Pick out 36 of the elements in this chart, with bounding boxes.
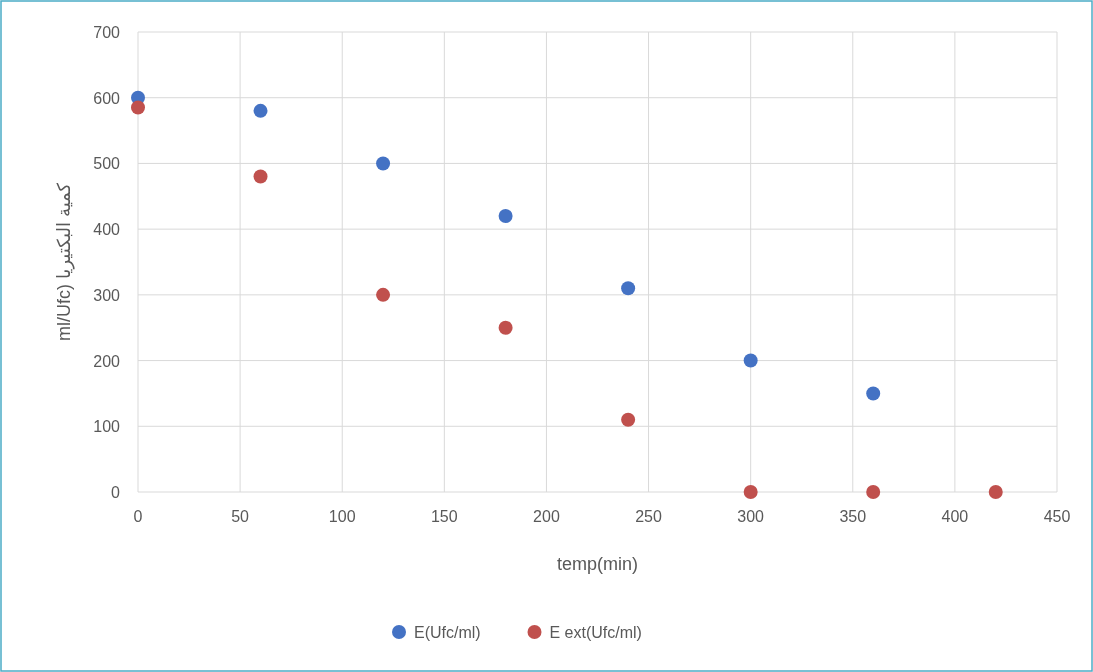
x-tick-label: 400 xyxy=(941,508,969,525)
x-tick-label: 100 xyxy=(328,508,356,525)
point xyxy=(131,100,145,115)
legend-label: E(Ufc/ml) xyxy=(414,624,481,641)
x-tick-label: 50 xyxy=(231,508,250,525)
point xyxy=(866,485,881,499)
y-tick-label: 200 xyxy=(93,352,121,370)
x-tick-label: 300 xyxy=(737,508,765,525)
x-tick-label: 250 xyxy=(635,508,662,525)
point xyxy=(621,281,636,296)
x-tick-label: 350 xyxy=(839,508,867,525)
y-axis-title: ml/Ufc) كمية البكتيريا xyxy=(54,182,75,342)
x-tick-label: 0 xyxy=(133,508,143,525)
point xyxy=(253,169,268,184)
y-tick-label: 500 xyxy=(93,155,121,173)
x-tick-label: 450 xyxy=(1043,508,1071,525)
y-tick-label: 0 xyxy=(111,484,121,501)
point xyxy=(743,353,758,368)
point xyxy=(498,209,513,223)
x-axis-title: temp(min) xyxy=(556,554,639,574)
point xyxy=(253,103,268,118)
point xyxy=(621,412,636,427)
y-tick-label: 600 xyxy=(93,89,121,107)
point xyxy=(376,287,391,302)
x-tick-label: 150 xyxy=(430,508,458,525)
x-tick-label: 200 xyxy=(533,508,560,525)
y-tick-label: 700 xyxy=(93,24,121,41)
y-tick-label: 400 xyxy=(93,221,121,239)
point xyxy=(866,386,881,401)
point xyxy=(498,320,513,335)
point xyxy=(743,485,758,499)
y-tick-label: 300 xyxy=(93,286,121,304)
point xyxy=(988,485,1003,499)
legend-label: E ext(Ufc/ml) xyxy=(549,624,642,641)
point xyxy=(376,156,391,171)
y-tick-label: 100 xyxy=(93,418,121,436)
